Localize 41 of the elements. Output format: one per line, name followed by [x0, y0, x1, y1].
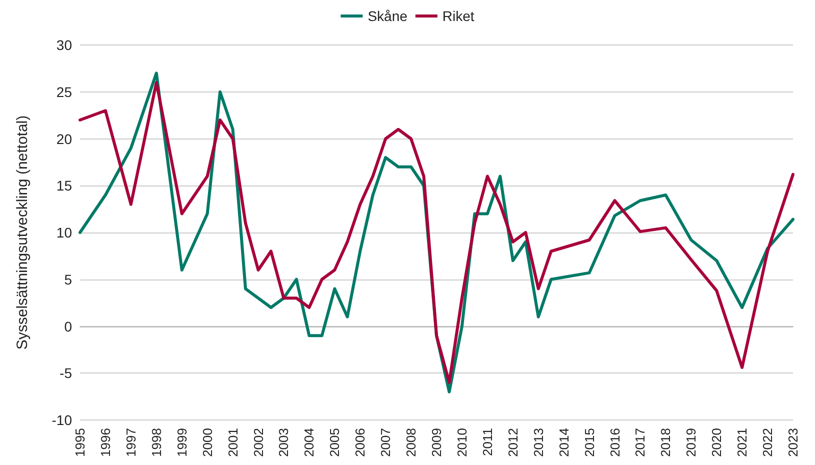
- x-tick-label: 2009: [429, 428, 444, 457]
- x-tick-label: 2002: [250, 428, 266, 457]
- x-tick-label: 2001: [225, 428, 240, 457]
- x-tick-label: 2020: [709, 428, 724, 457]
- x-tick-label: 2012: [505, 428, 520, 457]
- x-tick-label: 2015: [582, 428, 597, 457]
- x-tick-label: 2022: [760, 428, 776, 457]
- legend-label: Skåne: [368, 8, 408, 24]
- legend-label: Riket: [442, 8, 474, 24]
- x-tick-label: 2018: [658, 428, 674, 457]
- y-axis-title: Sysselsättningsutveckling (nettotal): [14, 115, 31, 350]
- x-tick-label: 2000: [200, 428, 215, 457]
- x-tick-label: 2014: [556, 428, 572, 457]
- x-tick-label: 2016: [607, 428, 622, 457]
- y-tick-label: -5: [60, 365, 72, 382]
- x-tick-label: 2021: [734, 428, 750, 457]
- y-tick-label: 10: [56, 224, 72, 240]
- x-tick-label: 2013: [530, 428, 546, 457]
- y-tick-label: -10: [52, 412, 72, 428]
- x-tick-label: 2003: [276, 428, 292, 457]
- y-tick-label: 20: [56, 130, 72, 147]
- x-tick-label: 2004: [302, 428, 317, 457]
- y-tick-label: 30: [56, 37, 72, 53]
- x-tick-label: 1999: [174, 428, 190, 457]
- x-tick-label: 1998: [148, 428, 164, 457]
- x-tick-label: 2017: [632, 428, 648, 457]
- x-tick-label: 2005: [327, 428, 342, 457]
- x-tick-label: 2011: [480, 428, 495, 456]
- y-tick-label: 5: [64, 271, 72, 288]
- x-tick-label: 2010: [454, 428, 470, 457]
- x-tick-label: 2007: [378, 428, 394, 457]
- x-tick-label: 2019: [684, 428, 699, 457]
- y-tick-label: 15: [56, 178, 72, 194]
- x-tick-label: 1997: [123, 428, 138, 457]
- x-tick-label: 2023: [786, 428, 800, 457]
- y-tick-label: 25: [56, 84, 72, 100]
- x-tick-label: 1996: [98, 428, 113, 457]
- x-tick-label: 1995: [72, 428, 88, 457]
- y-tick-label: 0: [64, 318, 72, 334]
- x-tick-label: 2008: [404, 428, 419, 457]
- x-tick-label: 2006: [352, 428, 368, 457]
